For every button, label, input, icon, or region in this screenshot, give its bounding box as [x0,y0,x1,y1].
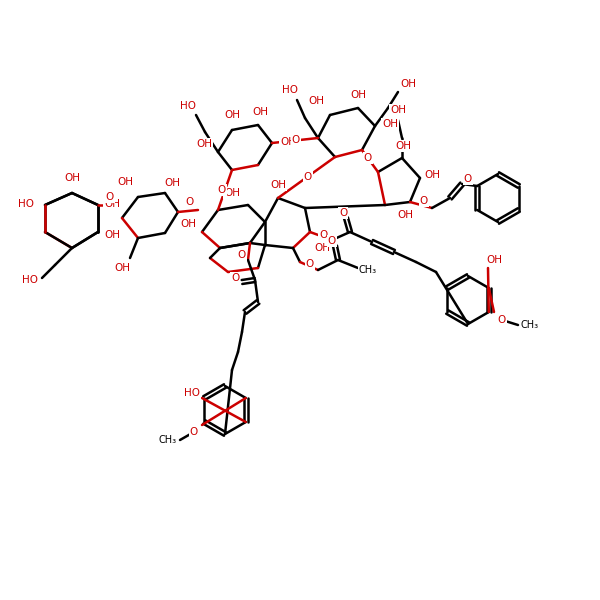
Text: OH: OH [224,188,240,198]
Text: CH₃: CH₃ [159,435,177,445]
Text: OH: OH [308,96,324,106]
Text: O: O [306,259,314,269]
Text: O: O [231,273,239,283]
Text: O: O [218,185,226,195]
Text: OH: OH [180,219,196,229]
Text: OH: OH [400,79,416,89]
Text: OH: OH [64,173,80,183]
Text: O: O [238,250,246,260]
Text: O: O [190,427,198,437]
Text: OH: OH [350,90,366,100]
Text: OH: OH [486,255,502,265]
Text: OH: OH [280,137,296,147]
Text: OH: OH [164,178,180,188]
Text: OH: OH [382,119,398,129]
Text: OH: OH [252,107,268,117]
Text: OH: OH [314,243,330,253]
Text: OH: OH [397,210,413,220]
Text: O: O [328,236,336,246]
Text: OH: OH [114,263,130,273]
Text: O: O [364,153,372,163]
Text: O: O [304,172,312,182]
Text: OH: OH [104,199,120,209]
Text: O: O [186,197,194,207]
Text: O: O [339,208,347,218]
Text: OH: OH [270,180,286,190]
Text: OH: OH [224,110,240,120]
Text: HO: HO [184,388,200,398]
Text: HO: HO [180,101,196,111]
Text: O: O [498,315,506,325]
Text: O: O [420,196,428,206]
Text: CH₃: CH₃ [521,320,539,330]
Text: O: O [319,230,327,240]
Text: O: O [464,174,472,184]
Text: OH: OH [395,141,411,151]
Text: HO: HO [18,199,34,209]
Text: HO: HO [282,85,298,95]
Text: OH: OH [390,105,406,115]
Text: OH: OH [196,139,212,149]
Text: OH: OH [117,177,133,187]
Text: CH₃: CH₃ [359,265,377,275]
Text: OH: OH [104,230,120,240]
Text: O: O [106,192,114,202]
Text: OH: OH [424,170,440,180]
Text: HO: HO [22,275,38,285]
Text: O: O [292,135,300,145]
